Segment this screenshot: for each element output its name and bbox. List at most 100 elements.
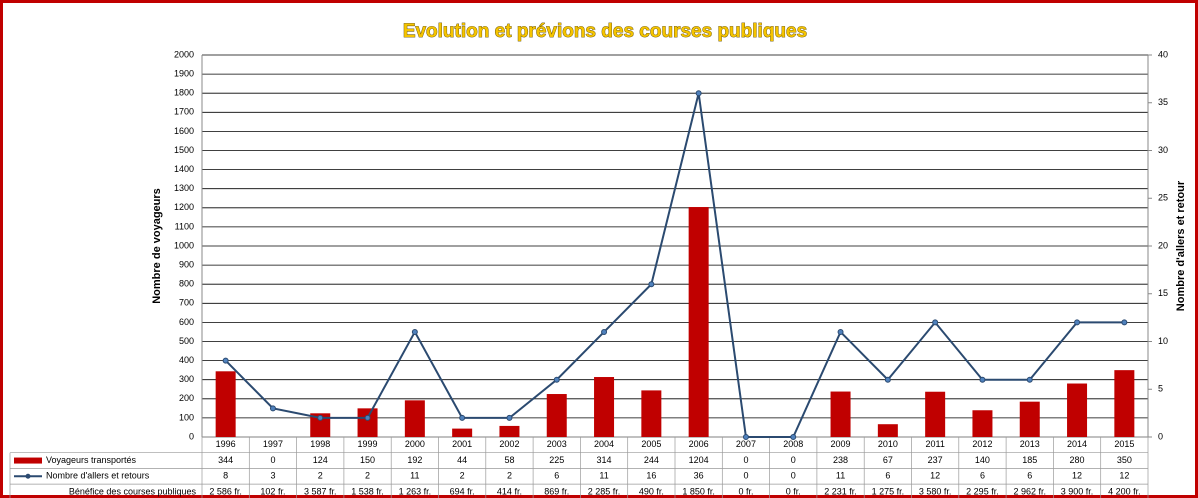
table-cell: 3 587 fr. <box>304 486 337 496</box>
table-cell: 16 <box>646 471 656 481</box>
chart-title: Evolution et prévions des courses publiq… <box>403 21 807 42</box>
table-cell: 0 <box>791 471 796 481</box>
point <box>648 281 655 288</box>
bar <box>830 391 851 437</box>
x-tick-label: 2010 <box>878 439 898 449</box>
legend-label: Voyageurs transportés <box>46 455 137 465</box>
table-cell: 67 <box>883 455 893 465</box>
x-tick-label: 2012 <box>972 439 992 449</box>
x-tick-label: 1998 <box>310 439 330 449</box>
x-tick-label: 2007 <box>736 439 756 449</box>
y-tick-label: 800 <box>179 279 194 289</box>
table-cell: 2 962 fr. <box>1013 486 1046 496</box>
y-tick-label: 0 <box>189 431 194 441</box>
y-tick-label: 1900 <box>174 68 194 78</box>
point <box>837 328 844 335</box>
bar <box>641 390 662 437</box>
point <box>506 414 513 421</box>
bar <box>357 408 378 437</box>
x-tick-label: 2006 <box>689 439 709 449</box>
table-cell: 314 <box>597 455 612 465</box>
bar <box>310 413 331 437</box>
y-tick-label: 700 <box>179 298 194 308</box>
x-tick-label: 2001 <box>452 439 472 449</box>
table-cell: 11 <box>599 471 608 481</box>
table-cell: 2 <box>318 471 323 481</box>
y-tick-label: 300 <box>179 374 194 384</box>
table-cell: 280 <box>1070 455 1085 465</box>
table-cell: 0 <box>743 471 748 481</box>
bar <box>972 410 993 437</box>
table-cell: 11 <box>836 471 845 481</box>
table-cell: 12 <box>930 471 940 481</box>
table-cell: 0 fr. <box>738 486 753 496</box>
table-cell: 124 <box>313 455 328 465</box>
point <box>459 414 466 421</box>
table-cell: 350 <box>1117 455 1132 465</box>
y-axis-title: Nombre de voyageurs <box>151 188 163 304</box>
table-cell: 36 <box>694 471 704 481</box>
y2-tick-label: 5 <box>1158 384 1163 394</box>
table-cell: 12 <box>1072 471 1082 481</box>
point <box>1026 376 1033 383</box>
bar <box>688 207 709 437</box>
y2-tick-label: 25 <box>1158 193 1168 203</box>
table-cell: 102 fr. <box>260 486 285 496</box>
y-tick-label: 200 <box>179 393 194 403</box>
table-cell: 244 <box>644 455 659 465</box>
x-tick-label: 2013 <box>1020 439 1040 449</box>
table-cell: 490 fr. <box>639 486 664 496</box>
y-tick-label: 1600 <box>174 126 194 136</box>
table-cell: 11 <box>410 471 419 481</box>
table-cell: 58 <box>504 455 514 465</box>
table-cell: 12 <box>1119 471 1129 481</box>
table-cell: 2 295 fr. <box>966 486 999 496</box>
table-cell: 8 <box>223 471 228 481</box>
table-cell: 2 <box>507 471 512 481</box>
point <box>269 405 276 412</box>
legend-key <box>25 473 31 479</box>
table-cell: 2 586 fr. <box>209 486 242 496</box>
table-cell: 0 fr. <box>786 486 801 496</box>
y-tick-label: 1200 <box>174 202 194 212</box>
table-cell: 2 <box>460 471 465 481</box>
table-cell: 0 <box>743 455 748 465</box>
table-cell: 4 200 fr. <box>1108 486 1141 496</box>
bar <box>215 371 236 437</box>
bar <box>1067 383 1088 437</box>
y-tick-label: 1300 <box>174 183 194 193</box>
x-tick-label: 1997 <box>263 439 283 449</box>
y-tick-label: 1800 <box>174 88 194 98</box>
point <box>222 357 229 364</box>
table-cell: 869 fr. <box>544 486 569 496</box>
y-tick-label: 900 <box>179 259 194 269</box>
x-tick-label: 2015 <box>1114 439 1134 449</box>
y-tick-label: 1100 <box>175 221 194 231</box>
y-tick-label: 2000 <box>174 49 194 59</box>
table-cell: 3 <box>270 471 275 481</box>
table-cell: 1 263 fr. <box>399 486 432 496</box>
x-tick-label: 2009 <box>831 439 851 449</box>
x-tick-label: 1999 <box>358 439 378 449</box>
bar <box>1114 370 1135 437</box>
table-cell: 192 <box>407 455 422 465</box>
x-tick-label: 2014 <box>1067 439 1087 449</box>
y2-tick-label: 40 <box>1158 49 1168 59</box>
y2-tick-label: 15 <box>1158 288 1168 298</box>
table-cell: 1 850 fr. <box>682 486 715 496</box>
table-cell: 6 <box>554 471 559 481</box>
point <box>317 414 324 421</box>
table-cell: 237 <box>928 455 943 465</box>
x-tick-label: 2008 <box>783 439 803 449</box>
legend-key <box>14 457 42 464</box>
point <box>1121 319 1128 326</box>
x-tick-label: 2011 <box>925 439 944 449</box>
point <box>932 319 939 326</box>
point <box>742 434 749 440</box>
point <box>884 376 891 383</box>
y-tick-label: 400 <box>179 355 194 365</box>
y-tick-label: 1000 <box>174 240 194 250</box>
table-cell: 185 <box>1022 455 1037 465</box>
point <box>364 414 371 421</box>
